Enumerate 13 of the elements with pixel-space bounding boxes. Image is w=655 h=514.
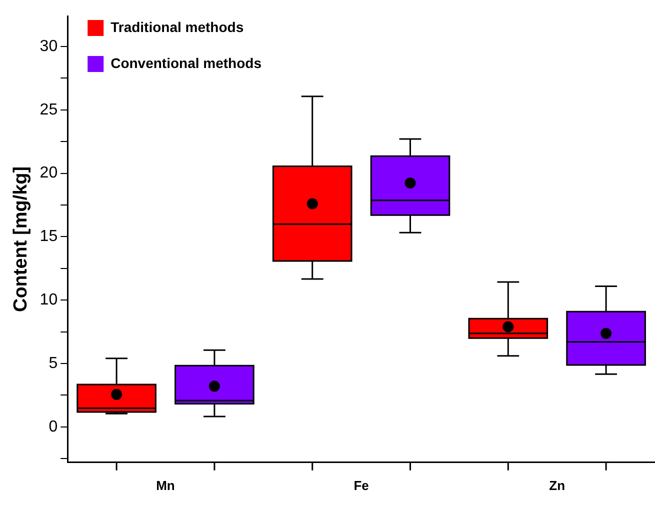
y-axis-title: Content [mg/kg] (10, 166, 32, 312)
x-tick-label: Mn (156, 478, 175, 493)
y-tick-label: 0 (48, 418, 58, 436)
x-tick-label: Fe (354, 478, 369, 493)
legend-label: Traditional methods (110, 18, 244, 35)
y-tick-label: 20 (40, 164, 58, 182)
y-tick-label: 25 (40, 101, 58, 118)
y-tick-label: 15 (40, 228, 58, 246)
y-tick-label: 30 (40, 38, 58, 55)
y-tick-label: 5 (48, 354, 58, 372)
y-tick-label: 10 (40, 291, 58, 308)
x-tick-label: Zn (549, 478, 566, 493)
legend-label: Conventional methods (110, 54, 262, 71)
